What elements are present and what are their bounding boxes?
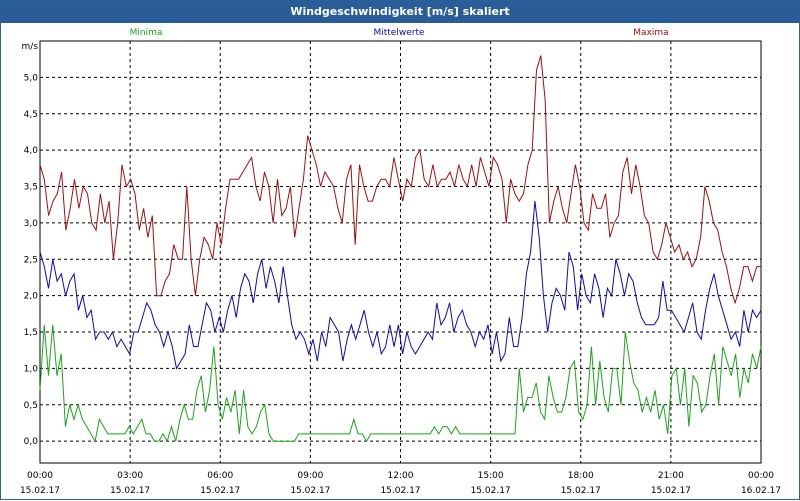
- x-axis: 00:00 15.02.17 03:00 15.02.17 06:00 15.02.17 0…: [20, 471, 781, 496]
- y-tick-label: 0,0: [24, 437, 39, 447]
- legend-entry-mittelwerte: Mittelwerte: [373, 28, 424, 38]
- x-tick-time: 18:00: [568, 471, 594, 481]
- x-tick-date: 16.02.17: [741, 486, 781, 496]
- y-tick-label: 4,0: [24, 146, 39, 156]
- x-tick-date: 15.02.17: [561, 486, 601, 496]
- x-tick-date: 15.02.17: [471, 486, 511, 496]
- legend-entry-minima: Minima: [130, 28, 163, 38]
- y-tick-label: 2,0: [24, 292, 39, 302]
- x-tick-date: 15.02.17: [110, 486, 150, 496]
- x-tick-time: 03:00: [117, 471, 143, 481]
- y-tick-label: 1,5: [24, 328, 38, 338]
- x-tick-time: 09:00: [297, 471, 323, 481]
- series-line-mittelwerte: [39, 201, 762, 370]
- y-tick-label: 3,0: [24, 219, 39, 229]
- x-tick-date: 15.02.17: [20, 486, 60, 496]
- y-axis: m/s 0,0 0,5 1,0 1,5 2,0 2,5 3,0 3,5 4,0 4,5 5,0: [22, 42, 39, 447]
- x-tick-time: 15:00: [478, 471, 504, 481]
- x-tick-time: 00:00: [27, 471, 53, 481]
- chart-title: Windgeschwindigkeit [m/s] skaliert: [1, 1, 799, 23]
- y-tick-label: 2,5: [24, 255, 38, 265]
- series-line-maxima: [39, 55, 761, 305]
- legend-entry-maxima: Maxima: [633, 28, 668, 38]
- x-tick-date: 15.02.17: [290, 486, 330, 496]
- y-tick-label: 0,5: [24, 401, 38, 411]
- x-tick-date: 15.02.17: [651, 486, 691, 496]
- x-tick-time: 12:00: [388, 471, 414, 481]
- series-line-minima: [39, 324, 762, 443]
- legend: Minima Mittelwerte Maxima: [130, 28, 669, 38]
- y-tick-label: 4,5: [24, 110, 38, 120]
- y-tick-label: 3,5: [24, 183, 38, 193]
- x-tick-date: 15.02.17: [200, 486, 240, 496]
- y-axis-label: m/s: [22, 42, 39, 52]
- x-tick-time: 06:00: [207, 471, 233, 481]
- y-tick-label: 5,0: [24, 73, 39, 83]
- grid-lines: [40, 41, 761, 463]
- y-tick-label: 1,0: [24, 364, 39, 374]
- series-lines: [39, 55, 762, 443]
- x-tick-time: 00:00: [748, 471, 774, 481]
- x-tick-date: 15.02.17: [380, 486, 420, 496]
- x-tick-time: 21:00: [658, 471, 684, 481]
